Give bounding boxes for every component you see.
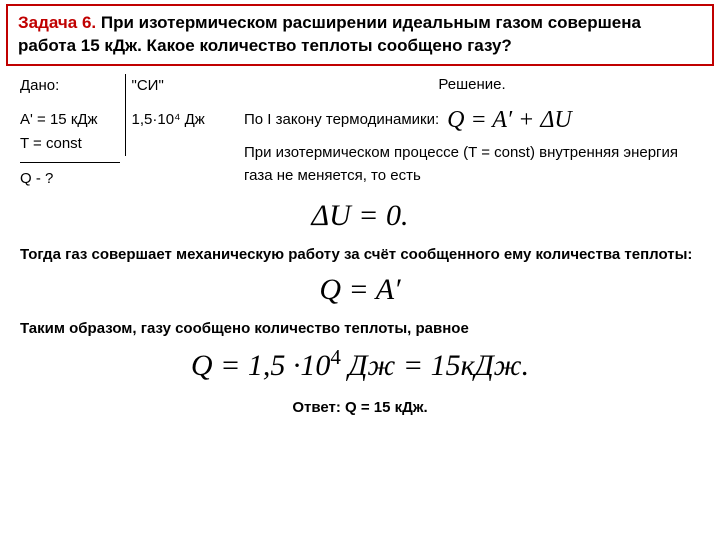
- solution-title: Решение.: [244, 74, 700, 97]
- final-formula-pre: Q = 1,5 ·10: [191, 349, 330, 382]
- solution-block: Решение. По I закону термодинамики: Q = …: [244, 74, 700, 191]
- mech-work-text: Тогда газ совершает механическую работу …: [20, 245, 700, 265]
- deltaU-formula: ΔU = 0.: [20, 199, 700, 233]
- given-temp: T = const: [20, 132, 119, 156]
- law-intro: По I закону термодинамики:: [244, 109, 439, 132]
- solution-content: Дано: A' = 15 кДж T = const "СИ" 1,5·10⁴…: [0, 74, 720, 417]
- final-formula-post: Дж = 15кДж.: [341, 349, 529, 382]
- given-label: Дано:: [20, 74, 119, 98]
- given-block: Дано: A' = 15 кДж T = const "СИ" 1,5·10⁴…: [20, 74, 230, 191]
- q-equals-a-formula: Q = A′: [20, 273, 700, 307]
- si-label: "СИ": [132, 74, 231, 98]
- given-work-si: 1,5·10⁴ Дж: [132, 108, 231, 132]
- law-formula: Q = A′ + ΔU: [447, 102, 572, 138]
- final-formula: Q = 1,5 ·104 Дж = 15кДж.: [20, 345, 700, 383]
- find-line: Q - ?: [20, 162, 120, 191]
- iso-note: При изотермическом процессе (T = const) …: [244, 142, 700, 187]
- conclusion-text: Таким образом, газу сообщено количество …: [20, 319, 700, 339]
- problem-text: При изотермическом расширении идеальным …: [18, 13, 641, 55]
- answer: Ответ: Q = 15 кДж.: [20, 399, 700, 416]
- problem-statement-box: Задача 6. При изотермическом расширении …: [6, 4, 714, 66]
- given-work: A' = 15 кДж: [20, 108, 119, 132]
- problem-number: Задача 6.: [18, 13, 96, 32]
- final-formula-exp: 4: [330, 345, 341, 369]
